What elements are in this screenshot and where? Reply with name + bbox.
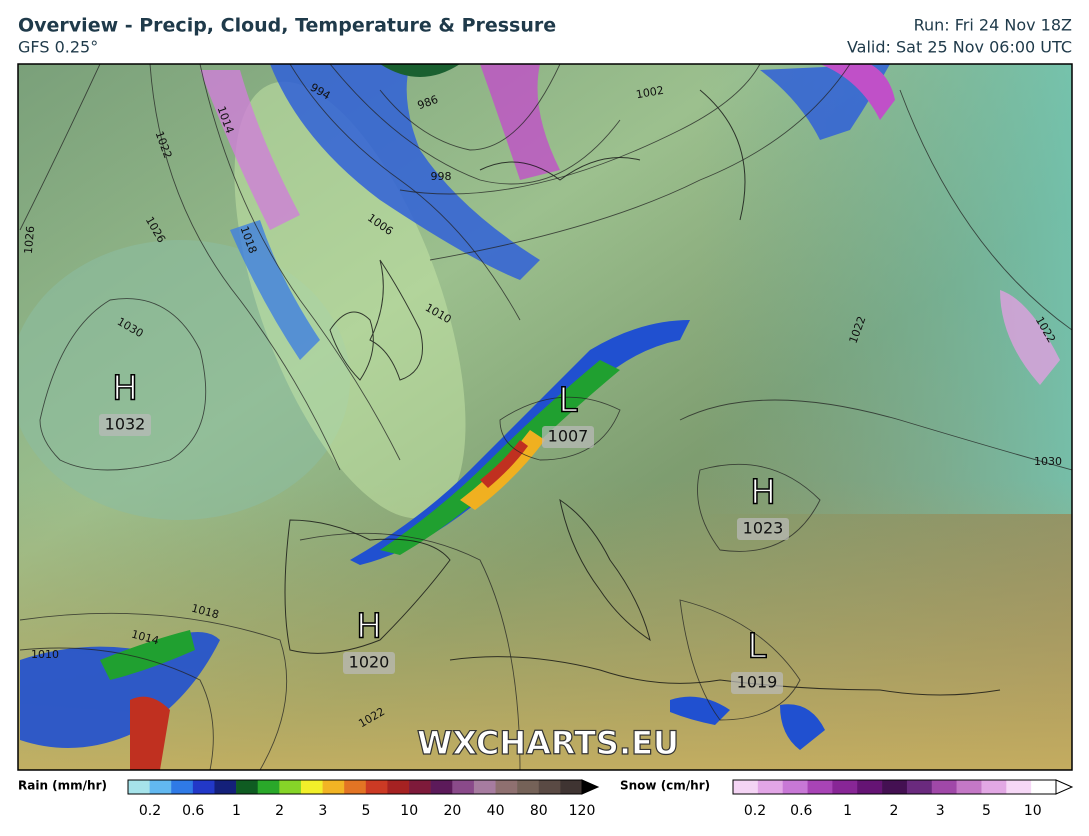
legend-tick-label: 0.6	[182, 803, 204, 819]
pressure-value: 1023	[743, 519, 784, 538]
legend-tick-label: 0.2	[139, 803, 161, 819]
legend-swatch	[538, 780, 561, 794]
legend-tick-label: 2	[275, 803, 284, 819]
snow-legend-title: Snow (cm/hr)	[620, 779, 710, 793]
legend-swatch	[1006, 780, 1032, 794]
legend-swatch	[733, 780, 759, 794]
legend-arrow	[1055, 779, 1074, 795]
pressure-label-bg	[542, 426, 594, 448]
title: Overview - Precip, Cloud, Temperature & …	[18, 15, 556, 37]
legend-tick-label: 5	[982, 803, 991, 819]
pressure-value: 1032	[105, 415, 146, 434]
legend-tick-label: 3	[936, 803, 945, 819]
legend-swatch	[430, 780, 453, 794]
legend-swatch	[560, 780, 583, 794]
pressure-label-bg	[99, 414, 151, 436]
legend-tick-label: 10	[400, 803, 418, 819]
legend-arrow	[581, 779, 600, 795]
legend-swatch	[782, 780, 808, 794]
legend-tick-label: 5	[362, 803, 371, 819]
legend-frame	[127, 779, 583, 795]
pressure-value: 1020	[349, 653, 390, 672]
legend-swatch	[832, 780, 858, 794]
legend-swatch	[409, 780, 431, 794]
legend-swatch	[807, 780, 833, 794]
valid-time: Valid: Sat 25 Nov 06:00 UTC	[847, 38, 1072, 57]
pressure-symbol: L	[748, 627, 767, 667]
legend-tick-label: 80	[530, 803, 548, 819]
legend-swatch	[956, 780, 982, 794]
legend-swatch	[452, 780, 475, 794]
legend-swatch	[344, 780, 367, 794]
legend-tick-label: 2	[889, 803, 898, 819]
pressure-symbol: H	[750, 473, 776, 513]
map-frame	[17, 63, 1073, 771]
run-time: Run: Fri 24 Nov 18Z	[914, 16, 1072, 35]
legend-swatch	[300, 780, 323, 794]
legend-swatch	[495, 780, 518, 794]
pressure-value: 1019	[737, 673, 778, 692]
legend-swatch	[192, 780, 215, 794]
pressure-label-bg	[731, 672, 783, 694]
legend-swatch	[387, 780, 410, 794]
legend-swatch	[171, 780, 194, 794]
legend-frame	[732, 779, 1057, 795]
legend-swatch	[365, 780, 388, 794]
legend-tick-label: 20	[443, 803, 461, 819]
pressure-label-bg	[343, 652, 395, 674]
pressure-symbol: H	[356, 607, 382, 647]
legend-tick-label: 120	[569, 803, 596, 819]
isobar-label: 1026	[22, 225, 37, 254]
legend-swatch	[149, 780, 172, 794]
rain-legend-title: Rain (mm/hr)	[18, 779, 107, 793]
pressure-symbol: H	[112, 369, 138, 409]
legend-tick-label: 10	[1024, 803, 1042, 819]
legend-swatch	[236, 780, 259, 794]
legend-tick-label: 1	[843, 803, 852, 819]
isobar-label: 1002	[635, 84, 665, 102]
legend-tick-label: 40	[487, 803, 505, 819]
legend-swatch	[757, 780, 783, 794]
isobar-label: 1010	[31, 648, 59, 661]
legend-swatch	[517, 780, 540, 794]
legend-swatch	[473, 780, 496, 794]
legend-tick-label: 3	[318, 803, 327, 819]
watermark: WXCHARTS.EU	[417, 724, 679, 762]
legend-swatch	[981, 780, 1007, 794]
legend-swatch	[214, 780, 237, 794]
legend-swatch	[279, 780, 302, 794]
legend-swatch	[882, 780, 908, 794]
legend-swatch	[1031, 780, 1057, 794]
legend-swatch	[128, 780, 150, 794]
subtitle: GFS 0.25°	[18, 38, 98, 57]
legend-swatch	[257, 780, 280, 794]
pressure-value: 1007	[548, 427, 589, 446]
legend-swatch	[906, 780, 933, 794]
legend-swatch	[931, 780, 957, 794]
legend-swatch	[322, 780, 345, 794]
pressure-symbol: L	[559, 381, 578, 421]
isobar-label: 1030	[1034, 455, 1062, 468]
isobar-label: 998	[431, 170, 452, 183]
legend-tick-label: 0.6	[790, 803, 812, 819]
legend-tick-label: 1	[232, 803, 241, 819]
pressure-label-bg	[737, 518, 789, 540]
legend-swatch	[857, 780, 883, 794]
legend-tick-label: 0.2	[744, 803, 766, 819]
